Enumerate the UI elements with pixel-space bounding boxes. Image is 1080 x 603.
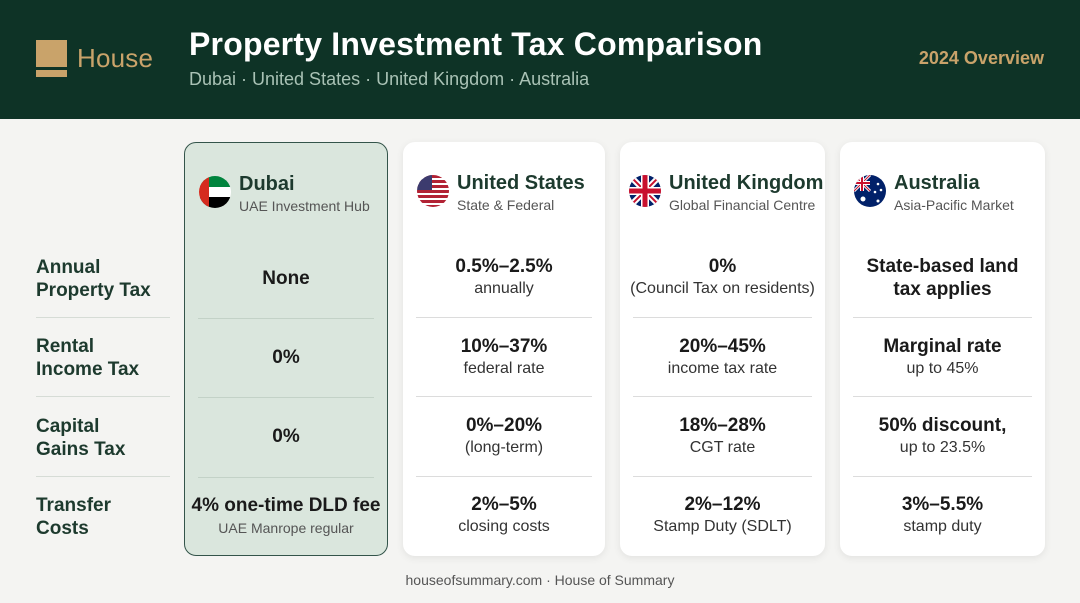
cell-main: Marginal rate [883, 336, 1002, 357]
cell-main: 4% one-time DLD fee [191, 495, 381, 516]
cell-capital-gains: 50% discount, up to 23.5% [840, 414, 1045, 459]
cell-main: State-based land tax applies [866, 256, 1019, 300]
cell-main: 2%–12% [684, 494, 761, 515]
cell-main: 50% discount, [878, 415, 1007, 436]
cell-transfer-costs: 2%–12% Stamp Duty (SDLT) [620, 493, 825, 538]
cell-sub: stamp duty [903, 518, 982, 535]
cell-main: 0.5%–2.5% [455, 256, 553, 277]
cell-transfer-costs: 4% one-time DLD fee UAE Manrope regular [185, 494, 387, 539]
cell-sub: up to 45% [906, 360, 979, 377]
cell-sub: annually [474, 280, 534, 297]
cell-main: 18%–28% [679, 415, 766, 436]
country-name: United States [457, 172, 585, 194]
cell-divider [198, 318, 374, 319]
overview-badge: 2024 Overview [918, 48, 1044, 68]
row-divider [36, 317, 170, 318]
page-title: Property Investment Tax Comparison [189, 26, 763, 62]
cell-sub: closing costs [458, 518, 550, 535]
country-name: Australia [894, 172, 980, 194]
cell-rental-tax: Marginal rate up to 45% [840, 335, 1045, 380]
house-logo-icon [36, 40, 67, 77]
row-divider [36, 396, 170, 397]
row-label-property-tax: Annual Property Tax [36, 257, 151, 301]
cell-sub: Stamp Duty (SDLT) [653, 518, 792, 535]
us-flag-icon [417, 175, 449, 207]
cell-sub: UAE Manrope regular [218, 520, 354, 536]
cell-sub: (Council Tax on residents) [630, 280, 815, 297]
footer-credit: houseofsummary.com · House of Summary [405, 572, 675, 588]
cell-main: 0% [272, 426, 300, 447]
cell-divider [633, 396, 812, 397]
cell-divider [633, 317, 812, 318]
cell-capital-gains: 0%–20% (long-term) [403, 414, 605, 459]
cell-property-tax: 0% (Council Tax on residents) [620, 255, 825, 300]
cell-sub: income tax rate [667, 360, 778, 377]
country-name: Dubai [239, 173, 295, 195]
cell-sub: CGT rate [689, 439, 756, 456]
row-label-capital-gains: Capital Gains Tax [36, 416, 126, 460]
logo-text: House [77, 43, 154, 73]
card-united-states: United States State & Federal 0.5%–2.5% … [403, 142, 605, 556]
country-subtitle: Asia-Pacific Market [894, 197, 1014, 213]
card-dubai: Dubai UAE Investment Hub None 0% 0% 4% o… [184, 142, 388, 556]
cell-divider [416, 317, 592, 318]
cell-sub: (long-term) [464, 439, 544, 456]
country-subtitle: Global Financial Centre [669, 197, 816, 213]
cell-main: 10%–37% [460, 336, 548, 357]
cell-main: None [262, 268, 310, 289]
cell-divider [198, 397, 374, 398]
cell-main: 3%–5.5% [901, 494, 984, 515]
uae-flag-icon [199, 176, 231, 208]
cell-divider [853, 476, 1032, 477]
card-header: United Kingdom Global Financial Centre [629, 172, 823, 213]
page-subtitle: Dubai · United States · United Kingdom ·… [189, 69, 590, 89]
header-banner: House Property Investment Tax Comparison… [0, 0, 1080, 119]
cell-rental-tax: 20%–45% income tax rate [620, 335, 825, 380]
cell-transfer-costs: 3%–5.5% stamp duty [840, 493, 1045, 538]
cell-capital-gains: 0% [185, 425, 387, 448]
cell-property-tax: State-based land tax applies [840, 255, 1045, 301]
cell-divider [198, 477, 374, 478]
row-label-transfer-costs: Transfer Costs [36, 495, 111, 539]
card-australia: Australia Asia-Pacific Market State-base… [840, 142, 1045, 556]
row-divider [36, 476, 170, 477]
row-label-rental-tax: Rental Income Tax [36, 336, 140, 380]
cell-divider [633, 476, 812, 477]
cell-divider [416, 476, 592, 477]
cell-transfer-costs: 2%–5% closing costs [403, 493, 605, 538]
cell-capital-gains: 18%–28% CGT rate [620, 414, 825, 459]
logo: House [36, 40, 153, 77]
card-header: United States State & Federal [417, 172, 585, 213]
cell-property-tax: None [185, 267, 387, 290]
cell-divider [853, 396, 1032, 397]
cell-rental-tax: 10%–37% federal rate [403, 335, 605, 380]
cell-property-tax: 0.5%–2.5% annually [403, 255, 605, 300]
uk-flag-icon [629, 175, 661, 207]
cell-rental-tax: 0% [185, 346, 387, 369]
card-united-kingdom: United Kingdom Global Financial Centre 0… [620, 142, 825, 556]
cell-divider [416, 396, 592, 397]
cell-main: 2%–5% [471, 494, 537, 515]
cell-main: 0% [708, 256, 737, 277]
cell-sub: federal rate [463, 360, 545, 377]
cell-main: 0% [272, 347, 300, 368]
country-subtitle: UAE Investment Hub [239, 198, 370, 214]
cell-main: 0%–20% [465, 415, 543, 436]
cell-sub: up to 23.5% [899, 439, 986, 456]
cell-main: 20%–45% [679, 336, 766, 357]
country-subtitle: State & Federal [457, 197, 555, 213]
cell-divider [853, 317, 1032, 318]
country-name: United Kingdom [669, 172, 824, 194]
card-header: Australia Asia-Pacific Market [854, 172, 1014, 213]
australia-flag-icon [854, 175, 886, 207]
card-header: Dubai UAE Investment Hub [199, 173, 370, 214]
